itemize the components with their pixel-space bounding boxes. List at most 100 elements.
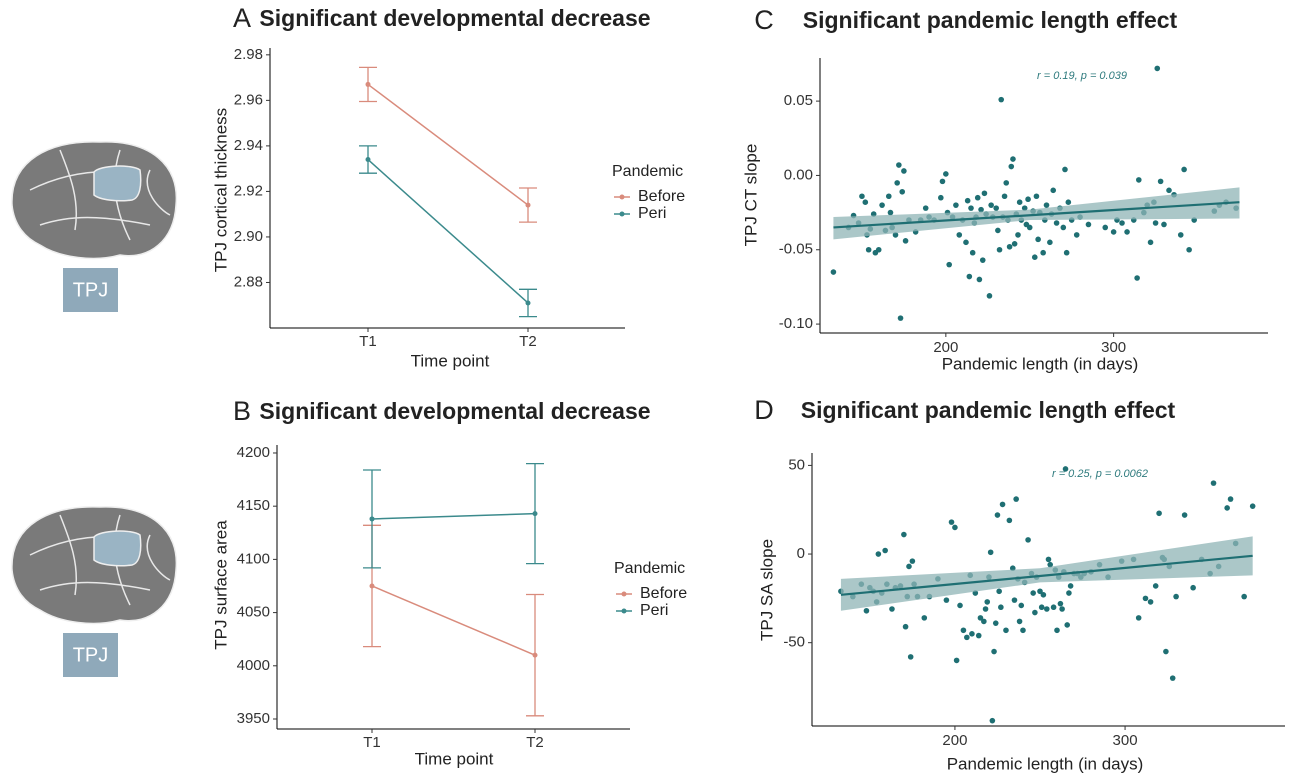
y-tick-label: 0 <box>797 545 805 562</box>
point <box>1050 187 1057 194</box>
point <box>1154 65 1161 72</box>
y-tick-label: 4050 <box>237 604 270 621</box>
point <box>369 583 375 589</box>
point <box>1224 505 1230 511</box>
point <box>901 531 907 538</box>
point <box>1060 224 1067 231</box>
legend-label: Before <box>640 585 687 602</box>
point <box>1054 627 1060 634</box>
point <box>1010 156 1016 162</box>
point <box>1085 221 1092 228</box>
point <box>1135 615 1142 621</box>
y-tick-label: -0.10 <box>779 315 813 332</box>
y-axis-label: TPJ SA slope <box>757 539 776 641</box>
point <box>996 588 1002 595</box>
panel: B Significant developmental decrease TPJ s… <box>211 396 687 768</box>
y-axis-label: TPJ CT slope <box>741 144 760 247</box>
point <box>939 178 946 185</box>
point <box>1050 604 1057 611</box>
point <box>1169 675 1176 681</box>
point <box>960 627 967 634</box>
point <box>953 657 960 664</box>
point <box>899 188 906 195</box>
point <box>986 293 993 299</box>
point <box>988 202 994 208</box>
point <box>1119 220 1125 226</box>
point <box>991 648 997 655</box>
point <box>1011 597 1018 603</box>
y-tick-label: 2.96 <box>234 91 263 108</box>
point <box>882 547 888 554</box>
x-axis-label: Pandemic length (in days) <box>942 354 1139 373</box>
point <box>1065 199 1072 205</box>
fit-line <box>840 554 1253 596</box>
point <box>993 205 999 211</box>
point <box>1142 595 1149 602</box>
point <box>909 558 916 564</box>
point <box>1134 275 1140 281</box>
point <box>862 199 869 205</box>
point <box>998 604 1004 611</box>
point <box>1173 593 1179 600</box>
point <box>906 563 912 570</box>
x-axis-label: Pandemic length (in days) <box>947 754 1144 773</box>
point <box>1064 622 1071 628</box>
panel-letter: C <box>754 5 774 35</box>
point <box>892 232 899 238</box>
point <box>1181 512 1188 518</box>
point <box>994 512 1001 518</box>
legend-label: Peri <box>638 205 666 222</box>
y-tick-label: 2.94 <box>234 137 263 154</box>
x-tick-label: 200 <box>933 339 958 356</box>
point <box>999 501 1006 508</box>
point <box>1016 618 1023 625</box>
point <box>978 206 984 213</box>
panel-letter: D <box>754 395 774 425</box>
point <box>1011 241 1018 247</box>
point <box>1037 588 1043 595</box>
legend-swatch-point <box>621 591 627 597</box>
point <box>974 194 981 201</box>
point <box>902 238 909 244</box>
brain-top: TPJ <box>11 141 178 312</box>
point <box>532 652 538 658</box>
point <box>968 205 974 211</box>
panel-letter: A <box>233 3 251 33</box>
region-label: TPJ <box>73 279 109 301</box>
point <box>989 717 996 724</box>
series-line <box>367 83 529 206</box>
point <box>901 168 907 174</box>
point <box>938 194 944 201</box>
point <box>1163 648 1169 655</box>
point <box>1018 602 1025 609</box>
confidence-band <box>840 536 1253 611</box>
y-tick-label: 0.00 <box>784 166 813 183</box>
point <box>996 246 1003 253</box>
point <box>966 273 973 280</box>
point <box>946 261 952 268</box>
point <box>1152 220 1159 226</box>
point <box>1033 193 1040 200</box>
series-line <box>371 585 536 656</box>
point <box>1249 503 1256 509</box>
y-tick-label: -0.05 <box>779 241 813 258</box>
point <box>998 96 1005 103</box>
x-axis-label: Time point <box>411 351 490 370</box>
point <box>956 232 963 238</box>
legend-label: Before <box>638 188 685 205</box>
legend-title: Pandemic <box>612 163 683 180</box>
series-line <box>367 158 529 304</box>
point <box>1190 584 1196 591</box>
confidence-band <box>833 187 1240 240</box>
y-tick-label: 2.88 <box>234 273 263 290</box>
y-tick-label: 2.92 <box>234 182 263 199</box>
y-tick-label: 4000 <box>237 657 270 674</box>
point <box>1025 537 1031 543</box>
point <box>875 551 882 557</box>
point <box>1161 221 1167 228</box>
y-tick-label: 4100 <box>237 550 270 567</box>
x-tick-label: T2 <box>526 734 544 751</box>
point <box>1062 466 1069 472</box>
y-axis-label: TPJ surface area <box>211 520 230 650</box>
